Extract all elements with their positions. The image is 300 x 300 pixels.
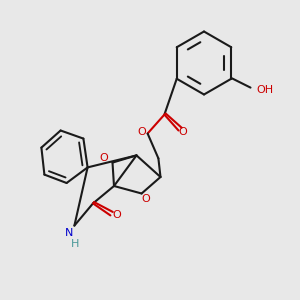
Text: O: O xyxy=(141,194,150,204)
Text: O: O xyxy=(178,127,188,137)
Text: O: O xyxy=(137,127,146,137)
Text: O: O xyxy=(112,210,122,220)
Text: N: N xyxy=(65,228,73,239)
Text: H: H xyxy=(71,238,79,249)
Text: OH: OH xyxy=(256,85,274,95)
Text: O: O xyxy=(99,153,108,164)
